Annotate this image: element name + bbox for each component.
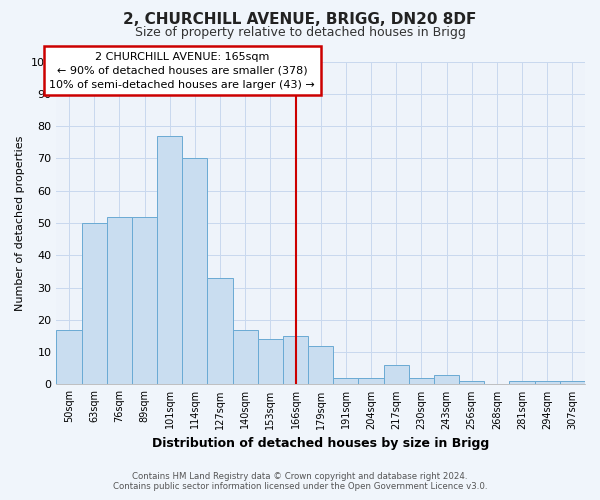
Bar	[409, 378, 434, 384]
Bar	[509, 381, 535, 384]
Bar	[157, 136, 182, 384]
Bar	[283, 336, 308, 384]
Bar	[82, 223, 107, 384]
Bar	[182, 158, 208, 384]
Text: 2 CHURCHILL AVENUE: 165sqm
← 90% of detached houses are smaller (378)
10% of sem: 2 CHURCHILL AVENUE: 165sqm ← 90% of deta…	[49, 52, 315, 90]
Text: 2, CHURCHILL AVENUE, BRIGG, DN20 8DF: 2, CHURCHILL AVENUE, BRIGG, DN20 8DF	[124, 12, 476, 28]
Bar	[107, 216, 132, 384]
Bar	[258, 339, 283, 384]
Bar	[383, 365, 409, 384]
Bar	[233, 330, 258, 384]
Bar	[308, 346, 333, 385]
Bar	[358, 378, 383, 384]
Bar	[434, 374, 459, 384]
Text: Contains HM Land Registry data © Crown copyright and database right 2024.
Contai: Contains HM Land Registry data © Crown c…	[113, 472, 487, 491]
Bar	[132, 216, 157, 384]
Bar	[535, 381, 560, 384]
Bar	[208, 278, 233, 384]
Text: Size of property relative to detached houses in Brigg: Size of property relative to detached ho…	[134, 26, 466, 39]
X-axis label: Distribution of detached houses by size in Brigg: Distribution of detached houses by size …	[152, 437, 490, 450]
Y-axis label: Number of detached properties: Number of detached properties	[15, 136, 25, 310]
Bar	[333, 378, 358, 384]
Bar	[560, 381, 585, 384]
Bar	[56, 330, 82, 384]
Bar	[459, 381, 484, 384]
